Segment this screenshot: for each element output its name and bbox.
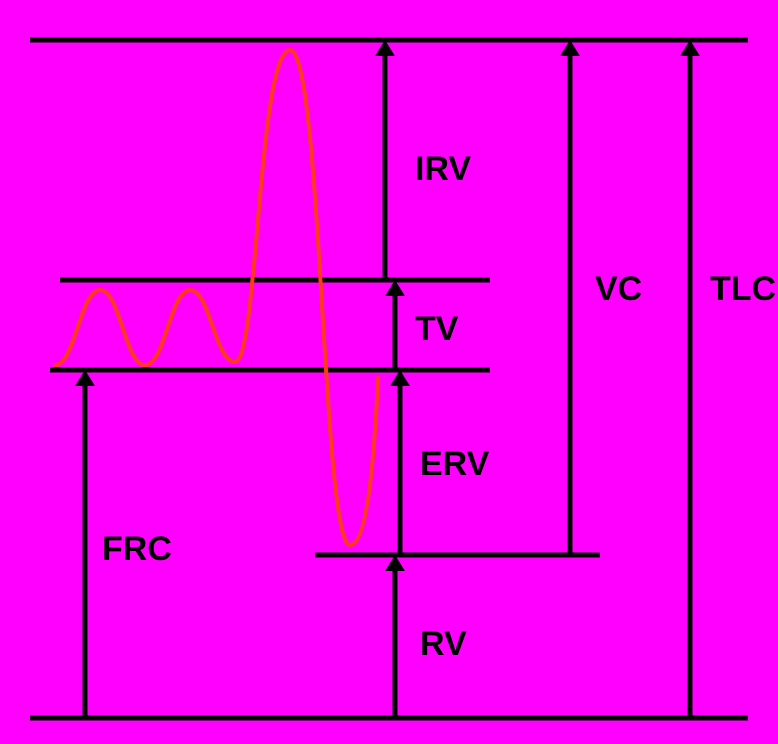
label-irv: IRV xyxy=(415,150,471,188)
label-tv: TV xyxy=(415,310,459,348)
lung-volumes-diagram: IRV TV ERV RV VC TLC FRC xyxy=(0,0,778,744)
label-frc: FRC xyxy=(102,530,172,568)
label-tlc: TLC xyxy=(710,270,776,308)
label-vc: VC xyxy=(595,270,642,308)
label-erv: ERV xyxy=(420,445,490,483)
label-rv: RV xyxy=(420,625,467,663)
